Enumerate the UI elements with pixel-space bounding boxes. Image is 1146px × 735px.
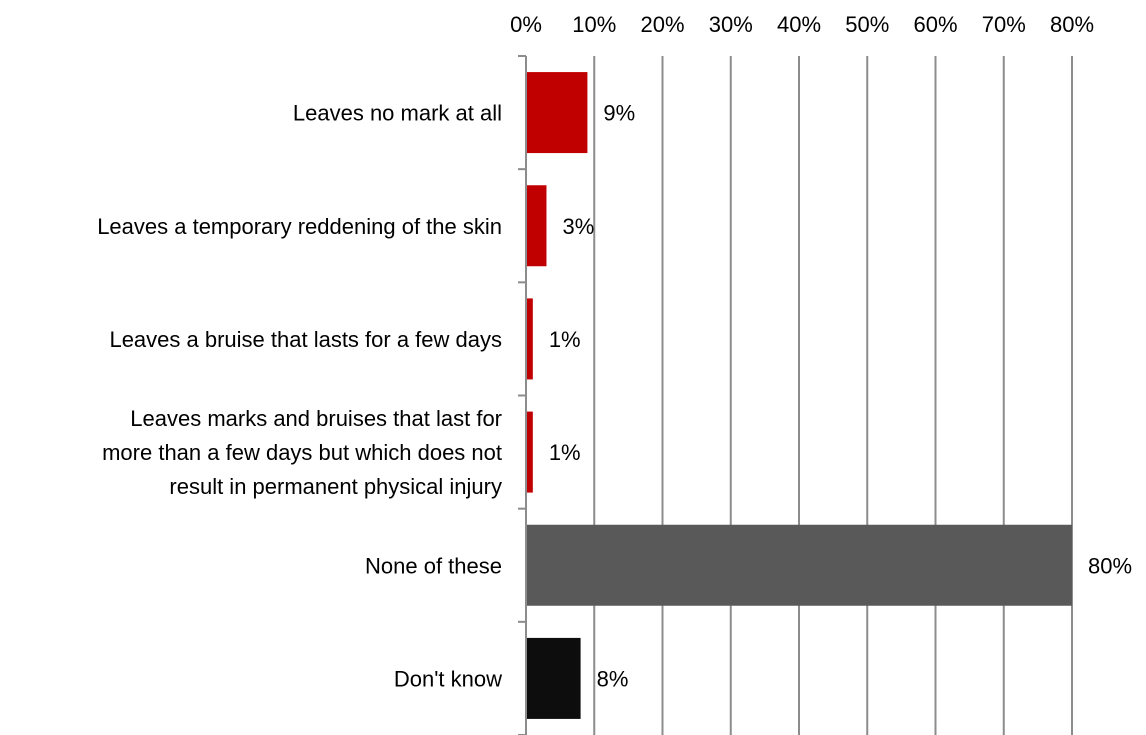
x-tick-label: 80% [1050, 12, 1094, 37]
category-labels: Leaves no mark at all Leaves a temporary … [97, 101, 502, 692]
bar [526, 72, 588, 154]
category-label: Leaves marks and bruises that last for mo… [102, 406, 502, 499]
x-tick-label: 50% [845, 12, 889, 37]
data-label: 1% [549, 327, 581, 352]
x-tick-label: 20% [640, 12, 684, 37]
bar [526, 637, 581, 719]
x-axis-ticks: 0% 10% 20% 30% 40% 50% 60% 70% 80% [510, 12, 1094, 37]
category-label: None of these [365, 553, 502, 578]
bar [526, 185, 547, 267]
data-label: 80% [1088, 553, 1132, 578]
x-tick-label: 0% [510, 12, 542, 37]
data-label: 3% [562, 214, 594, 239]
data-label: 1% [549, 440, 581, 465]
x-tick-label: 30% [709, 12, 753, 37]
bars [526, 72, 1072, 719]
data-labels: 9% 3% 1% 1% 80% 8% [549, 101, 1132, 692]
x-tick-label: 10% [572, 12, 616, 37]
x-tick-label: 40% [777, 12, 821, 37]
x-tick-label: 60% [913, 12, 957, 37]
category-label: Don't know [394, 666, 502, 691]
gridlines [518, 55, 1073, 735]
category-label: Leaves no mark at all [293, 101, 502, 126]
category-label: Leaves a bruise that lasts for a few day… [109, 327, 502, 352]
bar [526, 298, 533, 380]
data-label: 9% [603, 101, 635, 126]
bar [526, 411, 533, 493]
data-label: 8% [597, 666, 629, 691]
category-label: Leaves a temporary reddening of the skin [97, 214, 502, 239]
x-tick-label: 70% [982, 12, 1026, 37]
bar [526, 524, 1072, 606]
